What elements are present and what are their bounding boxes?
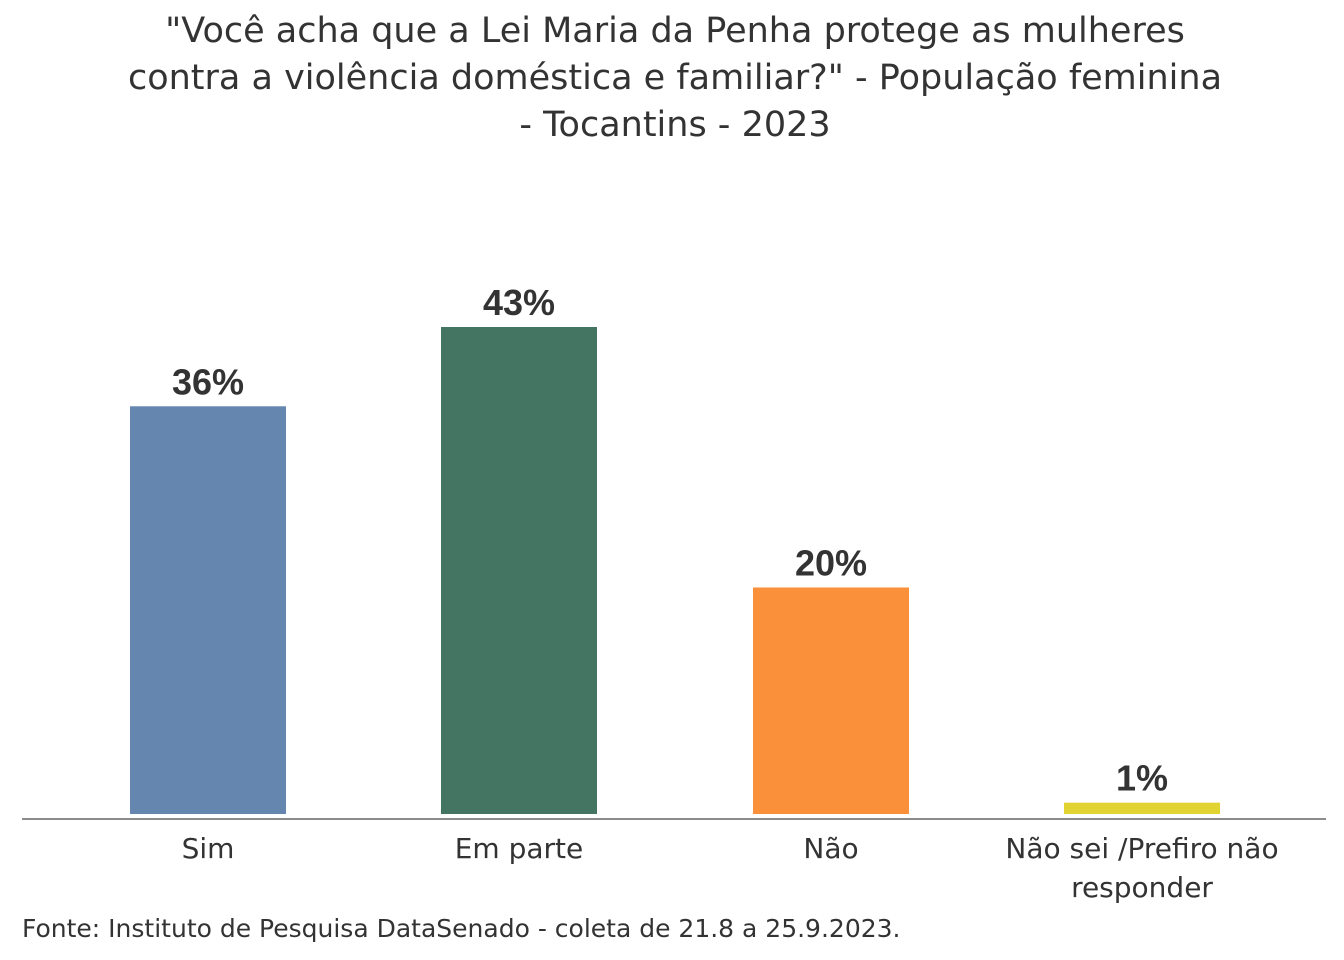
bar-chart: 36% 43% 20% 1% Sim Em parte Não Não sei /Prefi… [22,282,1326,904]
data-label-1: 36% [172,361,244,402]
data-label-2: 43% [483,282,555,323]
bar-3 [753,587,909,814]
chart-title: "Você acha que a Lei Maria da Penha prot… [127,11,1223,145]
bar-2 [441,327,597,814]
source-note: Fonte: Instituto de Pesquisa DataSenado … [22,914,901,943]
bar-1 [130,406,286,814]
x-tick-label-1: Sim [182,832,235,865]
x-tick-label-4: Não sei /Prefiro não responder [1005,832,1278,904]
bars-layer [130,327,1220,814]
x-tick-labels-layer: Sim Em parte Não Não sei /Prefiro não respon… [182,832,1279,904]
bar-4 [1064,802,1220,814]
x-tick-label-3: Não [803,832,858,865]
data-labels-layer: 36% 43% 20% 1% [172,282,1168,799]
x-tick-label-2: Em parte [455,832,584,865]
data-label-4: 1% [1116,758,1168,799]
data-label-3: 20% [795,542,867,583]
